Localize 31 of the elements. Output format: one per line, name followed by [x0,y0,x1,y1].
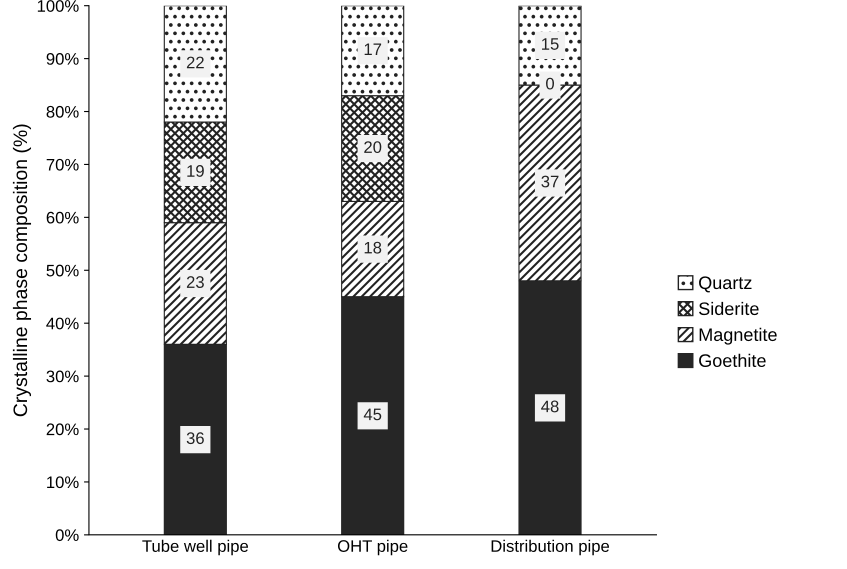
y-tick-label: 0% [56,529,79,542]
y-tick-label: 10% [47,476,79,488]
x-tick-label: OHT pipe [338,540,408,556]
x-tick-label: Tube well pipe [142,540,248,556]
data-label: 20 [364,141,382,154]
legend-label: Siderite [699,302,759,316]
data-label: 23 [186,276,204,288]
y-tick-label: 90% [46,53,79,65]
y-tick-label: 60% [46,212,79,224]
y-tick-label: 20% [46,423,79,436]
legend-label: Goethite [699,354,766,368]
y-tick-label: 50% [46,264,79,276]
y-tick-label: 80% [46,106,79,118]
x-tick-label: Distribution pipe [492,540,610,556]
data-label: 18 [364,242,382,254]
data-label: 36 [186,432,204,444]
legend-label: Magnetite [700,328,777,345]
y-tick-label: 40% [46,318,79,330]
legend-label: Quartz [699,276,752,292]
data-label: 15 [542,38,559,50]
y-tick-label: 100% [38,0,79,12]
y-tick-label: 30% [46,370,79,382]
data-label: 22 [186,56,204,68]
y-axis-title: Crystalline phase composition (%) [12,124,32,416]
data-label: 19 [187,165,204,177]
data-label: 45 [364,408,382,420]
data-label: 17 [364,44,382,55]
data-label: 0 [546,78,554,90]
data-label: 37 [541,176,558,188]
y-tick-label: 70% [46,158,79,171]
data-label: 48 [541,400,559,412]
